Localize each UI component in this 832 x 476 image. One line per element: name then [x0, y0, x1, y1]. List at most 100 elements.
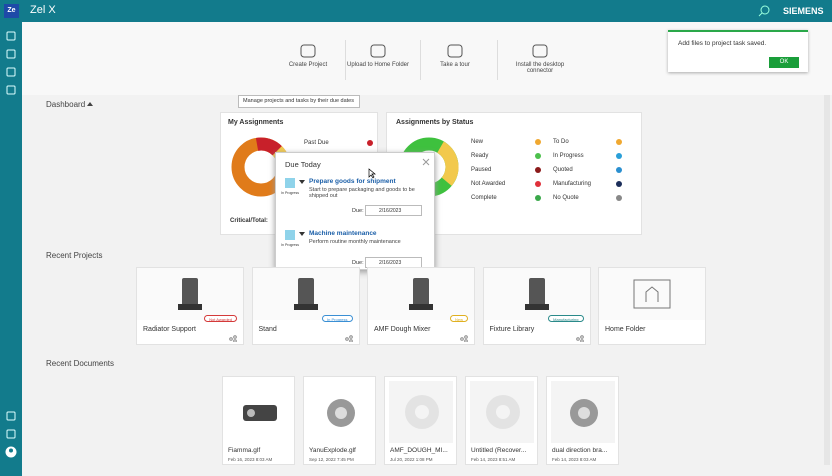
app-title: Zel X [30, 4, 56, 16]
toolbar-divider [497, 40, 498, 80]
legend-dot [535, 167, 541, 173]
legend-label: No Quote [553, 195, 579, 201]
card-title: My Assignments [228, 119, 284, 126]
project-card[interactable]: New AMF Dough Mixer [367, 267, 475, 345]
project-thumbnail-svg [178, 278, 202, 310]
project-card[interactable]: Home Folder [598, 267, 706, 345]
document-preview-svg [405, 395, 439, 429]
document-card[interactable]: YanuExplode.glf Sep 12, 2022 7:45 PM [303, 376, 376, 465]
toolbar-icon [299, 43, 317, 59]
toolbar-icon [369, 43, 387, 59]
side-icon-svg [6, 429, 16, 439]
share-icon [460, 335, 468, 343]
toolbar-button[interactable]: Take a tour [440, 62, 470, 68]
legend-dot [616, 167, 622, 173]
project-card[interactable]: In Progress Stand [251, 267, 360, 345]
toolbar-button[interactable]: Create Project [288, 62, 328, 68]
cursor [368, 168, 376, 179]
expand-caret [299, 232, 305, 237]
share-icon-svg [229, 335, 237, 343]
project-card[interactable]: Not Awarded Radiator Support [136, 267, 244, 345]
collapse-caret [87, 101, 93, 107]
app-logo[interactable]: Ze [4, 4, 19, 18]
project-thumbnail-svg [293, 278, 318, 310]
task-status: In Progress [281, 191, 299, 195]
project-card[interactable]: Manufacturing Fixture Library [482, 267, 591, 345]
side-icon-svg [6, 67, 16, 77]
project-thumbnail-svg [409, 278, 433, 310]
document-card[interactable]: AMF_DOUGH_MI... Jul 20, 2022 1:08 PM [384, 376, 457, 465]
project-thumbnail-svg [633, 279, 671, 309]
due-date: 2/16/2023 [379, 260, 402, 266]
task-description: Perform routine monthly maintenance [309, 239, 401, 245]
document-name: Fiamma.glf [228, 447, 261, 454]
share-icon-svg [460, 335, 468, 343]
project-thumbnail [401, 274, 441, 314]
ok-button[interactable]: OK [769, 57, 799, 68]
status-card[interactable]: Assignments by Status New Ready Paused Not A… [386, 112, 642, 235]
legend-dot [367, 140, 373, 146]
task-icon [285, 178, 295, 188]
section-title: Recent Projects [46, 251, 103, 260]
document-card[interactable]: dual direction bra... Feb 14, 2023 8:03 A… [546, 376, 619, 465]
side-icon-svg [6, 411, 16, 421]
legend-label: New [471, 139, 484, 145]
status-badge: Not Awarded [204, 315, 237, 322]
project-thumbnail-svg [524, 278, 549, 310]
share-icon [229, 335, 237, 343]
document-preview-svg [570, 399, 598, 427]
document-preview [482, 391, 524, 433]
side-bar [0, 22, 22, 476]
project-thumbnail [286, 274, 326, 314]
share-icon [344, 335, 353, 343]
project-name: Radiator Support [143, 326, 196, 333]
document-date: Jul 20, 2022 1:08 PM [390, 457, 433, 462]
legend-label: Not Awarded [471, 181, 506, 187]
side-icon-svg [5, 446, 17, 458]
task-name[interactable]: Machine maintenance [309, 230, 377, 237]
task-status: In Progress [281, 243, 299, 247]
card-thumbnail [599, 268, 705, 320]
top-bar [0, 0, 832, 22]
document-name: AMF_DOUGH_MI... [390, 447, 448, 454]
status-badge: New [449, 315, 468, 322]
share-icon [575, 335, 584, 343]
project-name: Stand [258, 326, 277, 333]
due-date-field[interactable]: 2/16/2023 [365, 205, 422, 216]
toolbar-button[interactable]: Upload to Home Folder [346, 62, 410, 68]
legend-dot [616, 139, 622, 145]
document-date: Feb 16, 2023 8:03 AM [228, 457, 273, 462]
legend-dot [535, 139, 541, 145]
side-icon [5, 410, 17, 422]
legend-dot [535, 181, 541, 187]
cursor-svg [368, 168, 376, 179]
toolbar-icon-svg [300, 44, 316, 58]
legend-label: Past Due [304, 140, 329, 146]
document-preview [239, 391, 281, 433]
document-card[interactable]: Untitled (Recover... Feb 14, 2023 8:51 AM [465, 376, 538, 465]
document-date: Sep 12, 2022 7:45 PM [309, 457, 354, 462]
status-badge: In Progress [322, 315, 353, 322]
document-card[interactable]: Fiamma.glf Feb 16, 2023 8:03 AM [222, 376, 295, 465]
side-icon [5, 66, 17, 78]
side-icon-svg [6, 31, 16, 41]
document-name: Untitled (Recover... [471, 447, 527, 454]
tooltip: Manage projects and tasks by their due d… [238, 95, 360, 108]
document-preview-svg [486, 395, 520, 429]
document-preview [563, 391, 605, 433]
document-preview [401, 391, 443, 433]
task-description: Start to prepare packaging and goods to … [309, 187, 415, 199]
brand: SIEMENS [783, 6, 824, 16]
toolbar-button[interactable]: Install the desktop connector [515, 62, 565, 74]
side-icon-svg [6, 49, 16, 59]
side-icon-svg [6, 85, 16, 95]
task-name[interactable]: Prepare goods for shipment [309, 178, 396, 185]
expand-caret-svg [299, 180, 305, 184]
section-title: Recent Documents [46, 359, 115, 368]
side-icon [5, 84, 17, 96]
dashboard-title[interactable]: Dashboard [46, 100, 86, 109]
project-thumbnail [517, 274, 557, 314]
legend-label: Quoted [553, 167, 573, 173]
document-date: Feb 14, 2023 8:51 AM [471, 457, 516, 462]
project-name: AMF Dough Mixer [374, 326, 431, 333]
